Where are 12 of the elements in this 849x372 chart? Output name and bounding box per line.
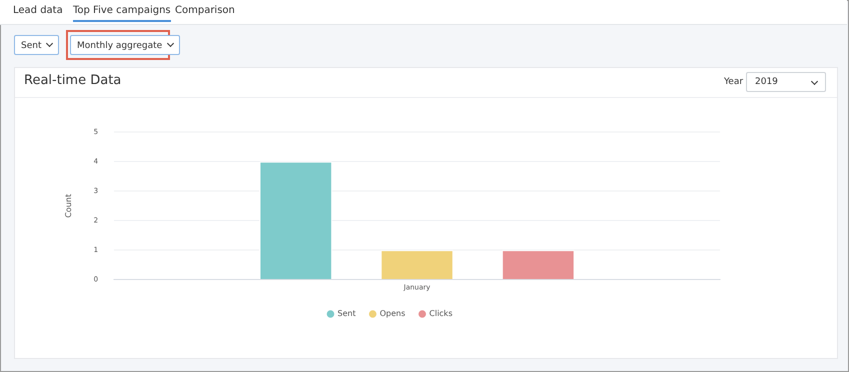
text: 2019 bbox=[746, 72, 826, 92]
text: Top Five campaigns bbox=[73, 5, 171, 22]
chart-title: Real-time Data bbox=[24, 73, 122, 88]
legend-label: Clicks bbox=[429, 309, 452, 318]
text: Monthly aggregate bbox=[70, 35, 180, 55]
legend-label: Opens bbox=[380, 309, 406, 318]
text: Comparison bbox=[175, 5, 235, 18]
text: Lead data bbox=[13, 5, 63, 18]
legend-label: Sent bbox=[338, 309, 356, 318]
y-axis-title: Count bbox=[64, 194, 73, 218]
text: Sent bbox=[14, 35, 60, 55]
text: Year bbox=[724, 77, 744, 87]
